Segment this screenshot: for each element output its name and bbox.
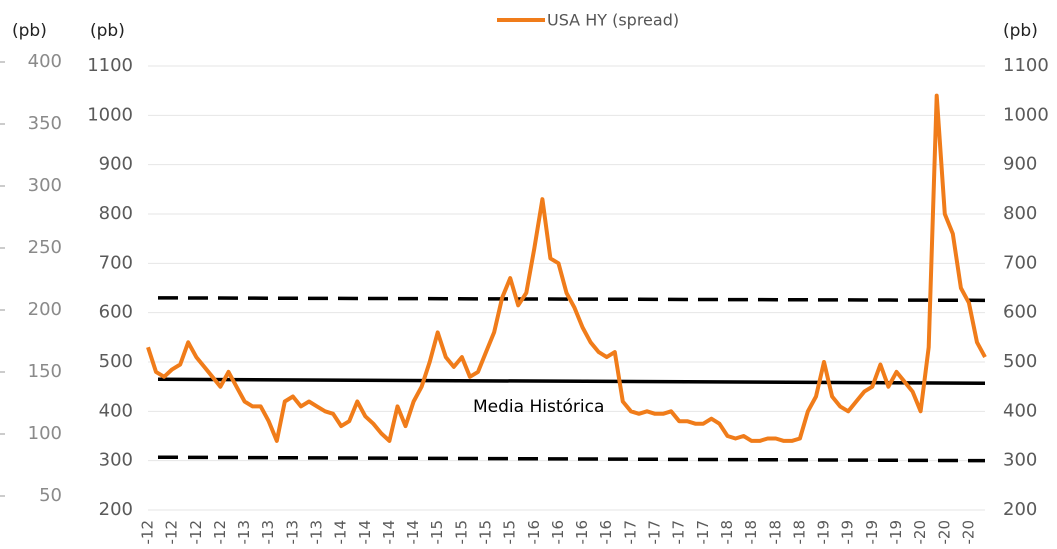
y2-tick-label: 800 (1003, 203, 1037, 224)
y2-tick-label: 600 (1003, 302, 1037, 323)
y3-tick-label: 150 (28, 361, 62, 382)
x-tick-label: -15 (501, 520, 519, 545)
reference-line (157, 377, 986, 385)
y2-tick-label: 900 (1003, 154, 1037, 175)
x-tick-label: -14 (404, 520, 422, 545)
x-tick-label: -18 (766, 520, 784, 545)
x-tick-label: -19 (815, 520, 833, 545)
x-tick-label: -14 (332, 520, 350, 545)
x-tick-label: -16 (573, 520, 591, 545)
data-line (146, 93, 987, 443)
x-tick-label: -16 (549, 520, 567, 545)
y-tick-label: 600 (99, 302, 133, 323)
y2-tick-label: 400 (1003, 400, 1037, 421)
x-tick-label: -14 (356, 520, 374, 545)
y2-tick-label: 1000 (1003, 104, 1049, 125)
x-tick-label: -15 (452, 520, 470, 545)
x-tick-label: -19 (839, 520, 857, 545)
x-tick-label: -20 (935, 520, 953, 545)
x-tick-label: -18 (790, 520, 808, 545)
y2-tick-label: 200 (1003, 499, 1037, 520)
y3-axis-label: (pb) (12, 21, 47, 41)
y-tick-label: 300 (99, 450, 133, 471)
x-tick-label: -12 (211, 520, 229, 545)
x-tick-label: -19 (887, 520, 905, 545)
y2-tick-label: 300 (1003, 450, 1037, 471)
y-tick-label: 400 (99, 400, 133, 421)
legend-label: USA HY (spread) (547, 11, 679, 30)
y2-axis-label: (pb) (1003, 21, 1038, 41)
x-tick-label: -14 (380, 520, 398, 545)
y-tick-label: 900 (99, 154, 133, 175)
x-tick-label: -15 (477, 520, 495, 545)
y3-tick-label: 350 (28, 113, 62, 134)
x-tick-label: -20 (911, 520, 929, 545)
x-tick-label: -17 (621, 520, 639, 545)
x-tick-label: -13 (235, 520, 253, 545)
y2-tick-label: 500 (1003, 351, 1037, 372)
y-tick-label: 800 (99, 203, 133, 224)
y2-tick-label: 1100 (1003, 55, 1049, 76)
reference-line (157, 455, 986, 463)
y3-tick-label: 400 (28, 51, 62, 72)
y3-tick-label: 300 (28, 175, 62, 196)
reference-line (157, 296, 986, 303)
y-tick-label: 500 (99, 351, 133, 372)
x-tick-label: -19 (863, 520, 881, 545)
x-tick-label: -18 (718, 520, 736, 545)
x-tick-label: -12 (139, 520, 157, 545)
x-tick-label: -16 (597, 520, 615, 545)
y-tick-label: 1100 (87, 55, 133, 76)
x-tick-label: -18 (742, 520, 760, 545)
y3-tick-label: 50 (39, 485, 62, 506)
x-tick-label: -17 (670, 520, 688, 545)
x-tick-label: -13 (308, 520, 326, 545)
y-tick-label: 200 (99, 499, 133, 520)
x-tick-label: -20 (959, 520, 977, 545)
y3-tick-label: 100 (28, 423, 62, 444)
x-tick-label: -13 (283, 520, 301, 545)
x-tick-label: -13 (259, 520, 277, 545)
x-tick-label: -12 (163, 520, 181, 545)
x-tick-label: -17 (646, 520, 664, 545)
y3-tick-label: 250 (28, 237, 62, 258)
x-tick-label: -17 (694, 520, 712, 545)
y-axis-label: (pb) (90, 21, 125, 41)
reference-label: Media Histórica (473, 397, 604, 417)
x-tick-label: -16 (525, 520, 543, 545)
y2-tick-label: 700 (1003, 252, 1037, 273)
x-tick-label: -12 (187, 520, 205, 545)
x-tick-label: -15 (428, 520, 446, 545)
y-tick-label: 700 (99, 252, 133, 273)
y-tick-label: 1000 (87, 104, 133, 125)
y3-tick-label: 200 (28, 299, 62, 320)
